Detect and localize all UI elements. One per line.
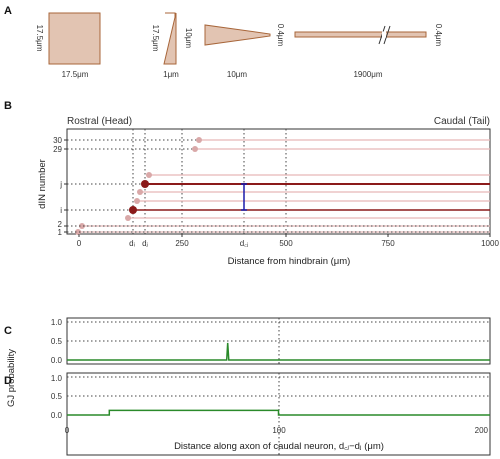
axon-shape xyxy=(294,31,427,38)
ytick-label-29: 29 xyxy=(53,145,62,154)
cd-x-axis-title: Distance along axon of caudal neuron, d꜀… xyxy=(174,441,384,452)
soma-30 xyxy=(196,137,202,143)
ytick-label-1: 1 xyxy=(58,228,63,237)
rostral-label: Rostral (Head) xyxy=(67,116,132,127)
taper1-shape xyxy=(165,12,176,65)
xtick-label-1000: 1000 xyxy=(481,239,499,248)
soma-shape xyxy=(48,12,101,65)
ytick-label-2: 2 xyxy=(58,220,63,229)
panel-a-morphology: 17.5μm 17.5μm 17.5μm 10μm 1μm 0.4μm 10μm… xyxy=(35,12,443,79)
xtick-label-0: 0 xyxy=(77,239,82,248)
axon-bottom-label: 1900μm xyxy=(353,70,382,79)
soma-j-minus-2 xyxy=(134,198,140,204)
xtick-label-500: 500 xyxy=(279,239,293,248)
panel-c-ytick-05: 0.5 xyxy=(51,337,63,346)
gj-probability-title: GJ probability xyxy=(6,349,17,407)
panel-d-letter: D xyxy=(4,375,12,387)
panel-a-letter: A xyxy=(4,5,12,17)
xtick-label-750: 750 xyxy=(381,239,395,248)
panel-d-ytick-05: 0.5 xyxy=(51,392,63,401)
soma-2 xyxy=(79,223,85,229)
xtick-label-dcj: d꜀ⱼ xyxy=(240,239,249,248)
cd-xtick-0: 0 xyxy=(65,426,70,435)
soma-bottom-label: 17.5μm xyxy=(62,70,89,79)
soma-j-minus-1 xyxy=(137,189,143,195)
panel-b-x-axis-title: Distance from hindbrain (μm) xyxy=(228,256,351,267)
taper1-side-label: 17.5μm xyxy=(151,25,160,52)
xtick-label-250: 250 xyxy=(175,239,189,248)
taper1-bottom-label: 1μm xyxy=(163,70,179,79)
axon-break-gap xyxy=(382,31,386,38)
soma-i xyxy=(129,206,137,214)
panel-c-letter: C xyxy=(4,325,12,337)
cd-xtick-100: 100 xyxy=(272,426,286,435)
ytick-label-i: i xyxy=(60,206,62,215)
xtick-label-di: dᵢ xyxy=(129,239,135,248)
panel-c-frame xyxy=(66,317,491,365)
xtick-label-dj: dⱼ xyxy=(142,239,148,248)
panel-d-ytick-1: 1.0 xyxy=(51,374,63,383)
taper1-right-label: 10μm xyxy=(184,28,193,49)
panel-b-plot: 30 29 j i 2 1 0 250 500 750 1000 dᵢ dⱼ xyxy=(53,128,499,248)
panels-cd-x-ticks: 0 100 200 xyxy=(65,426,489,435)
axon-right-label: 0.4μm xyxy=(434,24,443,47)
panel-b-x-ticks: 0 250 500 750 1000 dᵢ dⱼ d꜀ⱼ xyxy=(77,234,499,248)
taper2-right-label: 0.4μm xyxy=(276,24,285,47)
soma-i-minus-1 xyxy=(125,215,131,221)
panel-c-ytick-0: 0.0 xyxy=(51,356,63,365)
soma-side-label: 17.5μm xyxy=(35,25,44,52)
panel-b-letter: B xyxy=(4,100,12,112)
ytick-label-30: 30 xyxy=(53,136,62,145)
soma-j xyxy=(141,180,149,188)
soma-j-plus-1 xyxy=(146,172,152,178)
panel-b-y-ticks: 30 29 j i 2 1 xyxy=(53,136,67,237)
panel-b-frame xyxy=(66,128,491,235)
soma-1 xyxy=(75,229,81,235)
panel-c-gj-line xyxy=(67,342,490,361)
cd-xtick-200: 200 xyxy=(475,426,489,435)
panel-b-y-axis-title: dIN number xyxy=(37,159,48,209)
axon-break-mark-2 xyxy=(383,25,391,45)
ytick-label-j: j xyxy=(59,180,62,189)
panel-c-ytick-1: 1.0 xyxy=(51,318,63,327)
taper2-shape xyxy=(204,24,271,46)
taper2-bottom-label: 10μm xyxy=(227,70,248,79)
soma-29 xyxy=(192,146,198,152)
caudal-label: Caudal (Tail) xyxy=(434,116,490,127)
panel-d-ytick-0: 0.0 xyxy=(51,411,63,420)
taper1-wedge xyxy=(163,12,177,65)
panel-d-gj-line xyxy=(67,409,490,416)
